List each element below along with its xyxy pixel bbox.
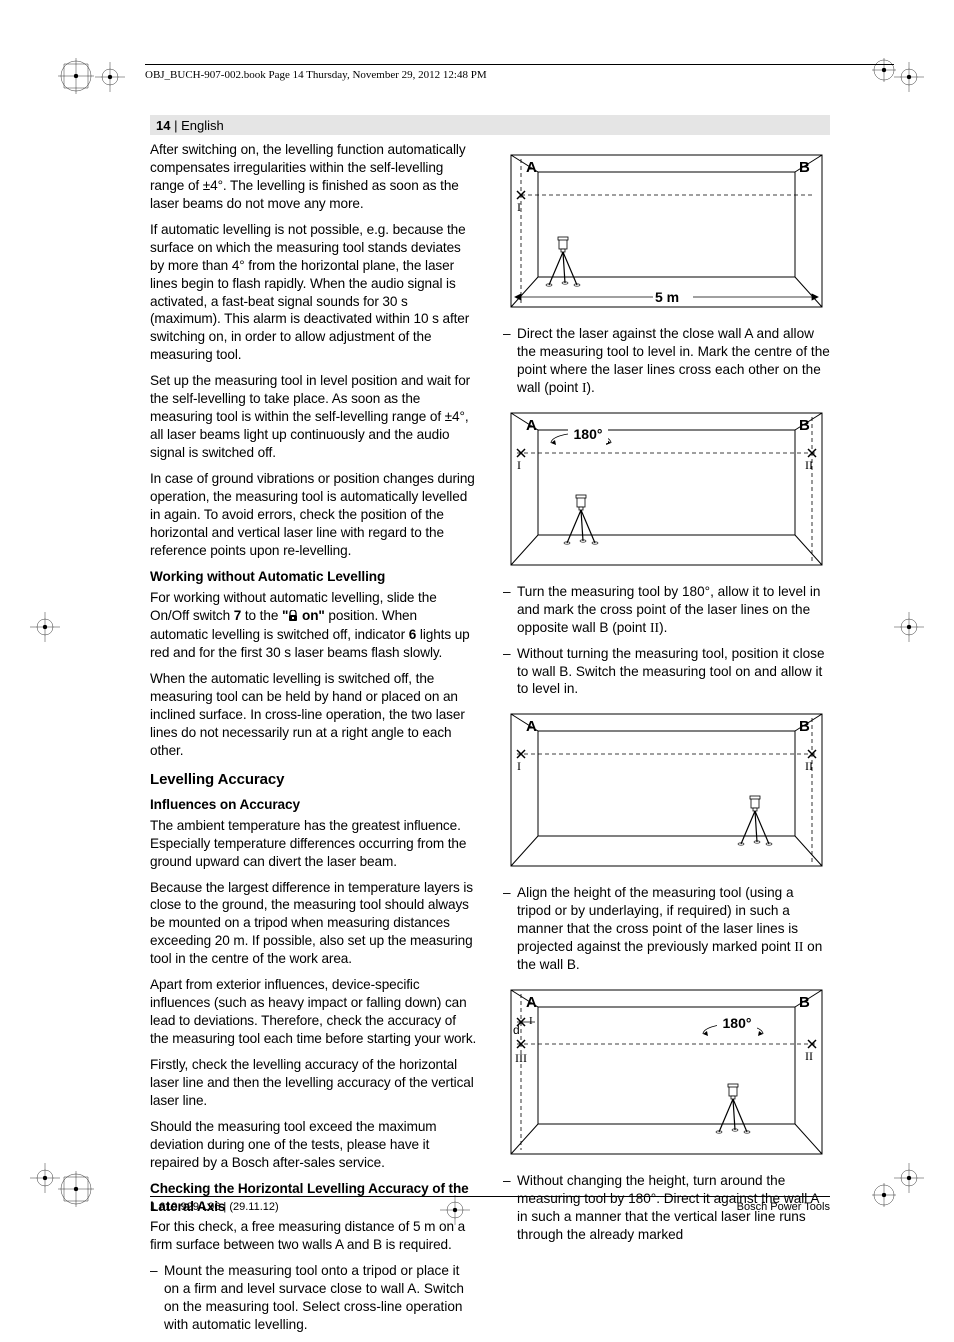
svg-text:A: A <box>526 718 537 735</box>
figure-3: A B I II <box>503 706 830 874</box>
lock-icon <box>288 609 298 627</box>
heading: Working without Automatic Levelling <box>150 568 477 586</box>
svg-text:B: B <box>799 994 810 1011</box>
svg-text:I: I <box>529 1015 533 1027</box>
crop-mark-icon <box>872 1183 896 1207</box>
list-item: – Direct the laser against the close wal… <box>503 325 830 397</box>
svg-text:5 m: 5 m <box>655 289 679 305</box>
footer-left: 1 619 929 L96 | (29.11.12) <box>150 1200 279 1215</box>
body-text: Apart from exterior influences, device-s… <box>150 976 477 1048</box>
svg-text:III: III <box>515 1051 527 1065</box>
crop-mark-icon <box>58 1171 94 1207</box>
body-text: If automatic levelling is not possible, … <box>150 221 477 365</box>
page-footer: 1 619 929 L96 | (29.11.12) Bosch Power T… <box>150 1196 830 1215</box>
framemaker-header: OBJ_BUCH-907-002.book Page 14 Thursday, … <box>145 64 894 83</box>
list-item: – Mount the measuring tool onto a tripod… <box>150 1262 477 1334</box>
svg-text:II: II <box>805 759 813 773</box>
body-text: After switching on, the levelling functi… <box>150 141 477 213</box>
svg-text:A: A <box>526 994 537 1011</box>
svg-text:180°: 180° <box>574 426 603 442</box>
crop-mark-icon <box>95 62 125 92</box>
left-column: After switching on, the levelling functi… <box>150 141 477 1342</box>
crop-mark-icon <box>894 62 924 92</box>
svg-text:II: II <box>805 458 813 472</box>
body-text: Firstly, check the levelling accuracy of… <box>150 1056 477 1110</box>
svg-text:I: I <box>517 200 521 214</box>
page-language: English <box>181 118 224 133</box>
crop-mark-icon <box>894 612 924 642</box>
svg-text:II: II <box>805 1049 813 1063</box>
list-item: – Without turning the measuring tool, po… <box>503 645 830 699</box>
header-text: OBJ_BUCH-907-002.book Page 14 Thursday, … <box>145 69 487 81</box>
body-text: Because the largest difference in temper… <box>150 879 477 969</box>
figure-4: d 180° A B I III II <box>503 982 830 1162</box>
body-text: For this check, a free measuring distanc… <box>150 1218 477 1254</box>
crop-mark-icon <box>58 58 94 94</box>
svg-text:A: A <box>526 159 537 176</box>
svg-text:I: I <box>517 759 521 773</box>
body-text: Set up the measuring tool in level posit… <box>150 372 477 462</box>
svg-text:B: B <box>799 159 810 176</box>
svg-text:B: B <box>799 417 810 434</box>
svg-text:B: B <box>799 718 810 735</box>
page-header: 14 | English <box>150 115 830 135</box>
page-body: 14 | English After switching on, the lev… <box>150 115 830 1342</box>
page-number: 14 <box>156 118 170 133</box>
footer-right: Bosch Power Tools <box>737 1200 830 1215</box>
crop-mark-icon <box>894 1163 924 1193</box>
list-item: – Align the height of the measuring tool… <box>503 884 830 974</box>
body-text: When the automatic levelling is switched… <box>150 670 477 760</box>
heading-2: Levelling Accuracy <box>150 770 477 790</box>
right-column: A B I 5 m – Direct the laser against the… <box>503 141 830 1342</box>
list-item: – Turn the measuring tool by 180°, allow… <box>503 583 830 637</box>
crop-mark-icon <box>30 1163 60 1193</box>
body-text: For working without automatic levelling,… <box>150 589 477 663</box>
figure-1: A B I 5 m <box>503 147 830 315</box>
svg-text:I: I <box>517 458 521 472</box>
svg-text:180°: 180° <box>723 1015 752 1031</box>
body-text: In case of ground vibrations or position… <box>150 470 477 560</box>
body-text: The ambient temperature has the greatest… <box>150 817 477 871</box>
figure-2: 180° A B I II <box>503 405 830 573</box>
crop-mark-icon <box>30 612 60 642</box>
body-text: Should the measuring tool exceed the max… <box>150 1118 477 1172</box>
heading: Influences on Accuracy <box>150 796 477 814</box>
svg-text:A: A <box>526 417 537 434</box>
